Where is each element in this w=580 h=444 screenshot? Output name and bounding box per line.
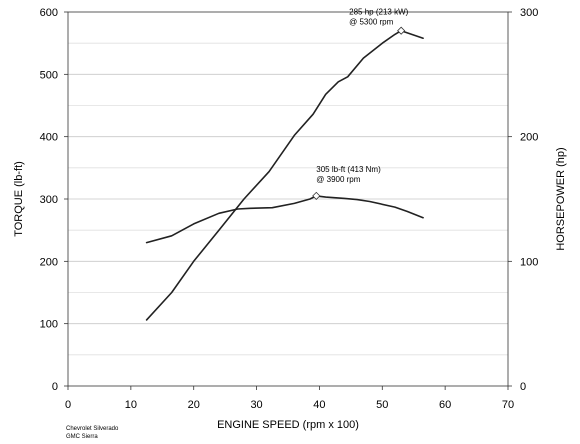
y2-tick-label: 200 bbox=[520, 132, 538, 144]
y2-tick-label: 300 bbox=[520, 7, 538, 19]
peak-marker bbox=[397, 26, 406, 35]
y-axis-title: TORQUE (lb-ft) bbox=[13, 161, 25, 237]
x-tick-label: 20 bbox=[188, 399, 200, 411]
torque-line bbox=[145, 195, 424, 244]
series-group bbox=[145, 29, 424, 321]
y-tick-label: 300 bbox=[40, 194, 58, 206]
annotation-label: @ 3900 rpm bbox=[316, 175, 360, 184]
x-tick-label: 30 bbox=[250, 399, 262, 411]
y2-axis-title: HORSEPOWER (hp) bbox=[555, 147, 567, 250]
gridlines bbox=[68, 42, 508, 356]
annotation-label: 285 hp (213 kW) bbox=[349, 8, 408, 17]
footnote-line: Chevrolet Silverado bbox=[66, 426, 119, 432]
x-tick-label: 40 bbox=[313, 399, 325, 411]
y-tick-label: 0 bbox=[52, 381, 58, 393]
annotation-label: 305 lb-ft (413 Nm) bbox=[316, 165, 381, 174]
y-tick-label: 500 bbox=[40, 69, 58, 81]
y2-tick-label: 100 bbox=[520, 256, 538, 268]
x-tick-label: 10 bbox=[125, 399, 137, 411]
annotations-group: 285 hp (213 kW)@ 5300 rpm 305 lb-ft (413 … bbox=[312, 8, 409, 200]
x-tick-label: 70 bbox=[502, 399, 514, 411]
x-tick-label: 50 bbox=[376, 399, 388, 411]
tick-labels-group: 0 10 20 30 40 50 60 70 0 100 200 300 400 500 600 0 100 20… bbox=[40, 7, 539, 411]
peak-marker bbox=[312, 191, 321, 200]
horsepower-line bbox=[145, 29, 424, 321]
annotation-label: @ 5300 rpm bbox=[349, 18, 393, 27]
y-tick-label: 400 bbox=[40, 132, 58, 144]
y2-tick-label: 0 bbox=[520, 381, 526, 393]
x-tick-label: 60 bbox=[439, 399, 451, 411]
x-tick-label: 0 bbox=[65, 399, 71, 411]
y-tick-label: 200 bbox=[40, 256, 58, 268]
y-tick-label: 100 bbox=[40, 319, 58, 331]
x-axis-title: ENGINE SPEED (rpm x 100) bbox=[217, 419, 359, 431]
footnote-line: GMC Sierra bbox=[66, 434, 98, 440]
plot-frame bbox=[64, 11, 512, 390]
y-tick-label: 600 bbox=[40, 7, 58, 19]
